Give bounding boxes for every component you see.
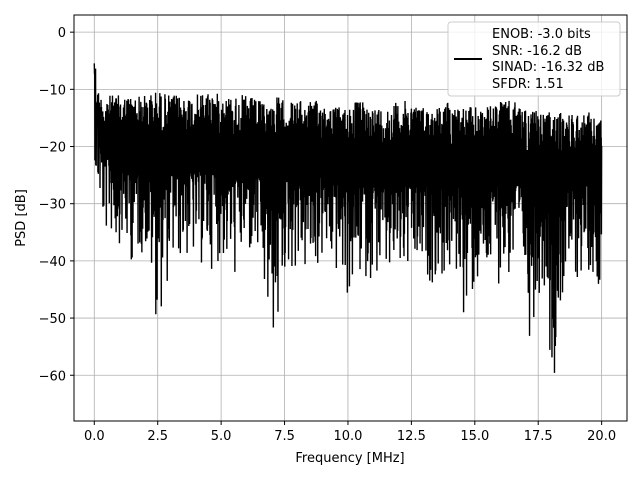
y-tick-label: −30 (39, 198, 66, 213)
x-tick-label: 20.0 (587, 429, 616, 444)
legend-entry-enob: ENOB: -3.0 bits (492, 27, 591, 42)
psd-series-line (93, 63, 603, 373)
y-tick-label: 0 (58, 26, 66, 41)
x-axis-label: Frequency [MHz] (295, 451, 404, 466)
y-tick-label: −50 (39, 312, 66, 327)
legend-entry-sinad: SINAD: -16.32 dB (492, 60, 604, 75)
legend-entry-sfdr: SFDR: 1.51 (492, 77, 564, 92)
plot-frame (73, 14, 628, 422)
legend: ENOB: -3.0 bits SNR: -16.2 dB SINAD: -16… (447, 21, 621, 97)
x-tick-label: 5.0 (211, 429, 232, 444)
y-tick-label: −60 (39, 369, 66, 384)
legend-box (447, 21, 621, 97)
x-tick-label: 0.0 (84, 429, 105, 444)
x-tick-label: 17.5 (524, 429, 553, 444)
y-tick-label: −40 (39, 255, 66, 270)
y-tick-label: −10 (39, 83, 66, 98)
x-tick-label: 7.5 (274, 429, 295, 444)
y-axis-label: PSD [dB] (14, 189, 29, 247)
x-tick-label: 10.0 (333, 429, 362, 444)
y-tick-label: −20 (39, 141, 66, 156)
legend-entry-snr: SNR: -16.2 dB (492, 44, 582, 59)
y-axis-ticks: 0 −10 −20 −30 −40 −50 −60 (39, 26, 74, 384)
x-tick-label: 15.0 (460, 429, 489, 444)
series-layer (93, 63, 603, 373)
x-axis-ticks: 0.0 2.5 5.0 7.5 10.0 12.5 15.0 17.5 20.0 (84, 421, 616, 444)
x-tick-label: 2.5 (147, 429, 168, 444)
x-tick-label: 12.5 (397, 429, 426, 444)
